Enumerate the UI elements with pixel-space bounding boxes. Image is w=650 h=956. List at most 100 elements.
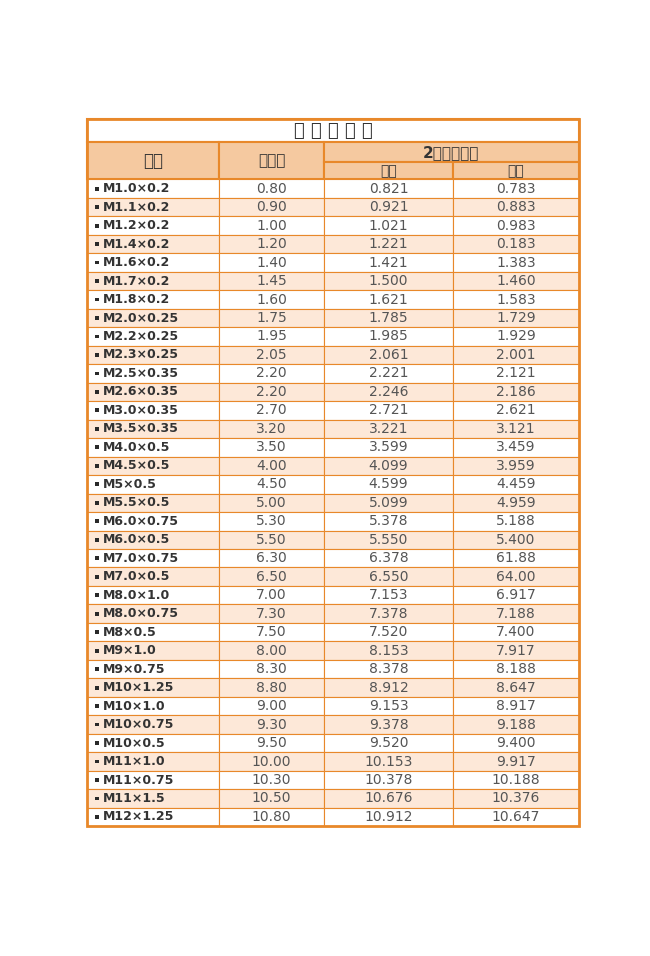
Text: 0.821: 0.821 [369,182,408,196]
Bar [95,408,99,412]
Bar [95,206,99,209]
Text: 6.550: 6.550 [369,570,408,584]
Text: 1.729: 1.729 [496,311,536,325]
Bar [453,493,578,512]
Text: 2.221: 2.221 [369,366,408,380]
Text: 1.421: 1.421 [369,255,408,270]
Bar [88,402,219,420]
Text: M1.7×0.2: M1.7×0.2 [103,274,170,288]
Text: 4.459: 4.459 [497,477,536,491]
Text: M1.2×0.2: M1.2×0.2 [103,219,170,232]
Bar [95,186,99,190]
Text: M8×0.5: M8×0.5 [103,625,157,639]
Bar [453,438,578,457]
Bar [219,327,324,346]
Text: 61.88: 61.88 [496,552,536,565]
Bar [453,235,578,253]
Bar [88,808,219,826]
Text: 2.721: 2.721 [369,403,408,418]
Bar [324,604,453,623]
Text: 9.520: 9.520 [369,736,408,750]
Bar [219,790,324,808]
Text: 9.50: 9.50 [256,736,287,750]
Text: 2.246: 2.246 [369,385,408,399]
Text: M6.0×0.5: M6.0×0.5 [103,533,170,546]
Bar [453,531,578,549]
Bar [453,512,578,531]
Text: 3.20: 3.20 [256,422,287,436]
Bar [453,309,578,327]
Text: 9.00: 9.00 [256,699,287,713]
Bar [95,538,99,542]
Bar [88,586,219,604]
Bar [88,253,219,272]
Bar [88,752,219,771]
Bar [324,679,453,697]
Text: 标准径: 标准径 [258,153,285,168]
Text: M9×0.75: M9×0.75 [103,663,166,676]
Bar [219,771,324,790]
Text: M2.6×0.35: M2.6×0.35 [103,385,179,399]
Text: 10.153: 10.153 [365,754,413,769]
Bar [88,142,219,180]
Text: 2.20: 2.20 [256,366,287,380]
Bar [324,438,453,457]
Text: 10.647: 10.647 [492,810,540,824]
Text: 8.30: 8.30 [256,663,287,676]
Bar [88,272,219,291]
Text: 0.883: 0.883 [496,200,536,214]
Text: M1.4×0.2: M1.4×0.2 [103,238,170,250]
Text: 1.95: 1.95 [256,330,287,343]
Bar [95,556,99,560]
Text: 4.00: 4.00 [256,459,287,473]
Bar [95,501,99,505]
Bar [88,568,219,586]
Text: 最小: 最小 [508,163,525,178]
Bar [95,760,99,764]
Text: 6.917: 6.917 [496,588,536,602]
Text: 最大: 最大 [380,163,397,178]
Bar [95,796,99,800]
Text: 8.912: 8.912 [369,681,408,695]
Bar [324,623,453,641]
Text: 5.50: 5.50 [256,532,287,547]
Text: M1.0×0.2: M1.0×0.2 [103,183,170,195]
Bar [219,586,324,604]
Text: 4.959: 4.959 [496,496,536,510]
Text: M5.5×0.5: M5.5×0.5 [103,496,170,510]
Text: 规格: 规格 [143,152,163,170]
Bar [219,660,324,679]
Text: 8.188: 8.188 [496,663,536,676]
Text: M8.0×1.0: M8.0×1.0 [103,589,170,601]
Text: M12×1.25: M12×1.25 [103,811,174,823]
Text: 3.221: 3.221 [369,422,408,436]
Bar [95,297,99,301]
Text: M7.0×0.75: M7.0×0.75 [103,552,179,565]
Text: 10.30: 10.30 [252,773,291,787]
Text: 8.378: 8.378 [369,663,408,676]
Text: M10×1.25: M10×1.25 [103,681,174,694]
Text: 10.912: 10.912 [364,810,413,824]
Bar [88,291,219,309]
Text: M11×0.75: M11×0.75 [103,773,174,787]
Text: 5.400: 5.400 [497,532,536,547]
Text: 1.221: 1.221 [369,237,408,251]
Bar [95,705,99,708]
Text: 1.929: 1.929 [496,330,536,343]
Bar [88,180,219,198]
Bar [95,815,99,819]
Bar [453,364,578,382]
Bar [324,586,453,604]
Bar [453,641,578,660]
Text: M7.0×0.5: M7.0×0.5 [103,570,170,583]
Bar [324,752,453,771]
Bar [324,180,453,198]
Bar [88,346,219,364]
Text: M2.0×0.25: M2.0×0.25 [103,312,179,324]
Bar [95,723,99,727]
Bar [219,512,324,531]
Text: 5.099: 5.099 [369,496,408,510]
Bar [95,667,99,671]
Bar [324,512,453,531]
Text: 3.599: 3.599 [369,441,408,454]
